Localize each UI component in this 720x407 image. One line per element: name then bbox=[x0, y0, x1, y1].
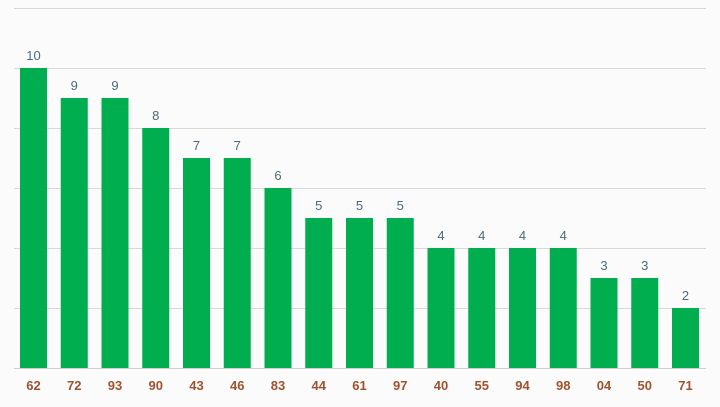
category-label: 44 bbox=[312, 378, 327, 393]
category-label: 98 bbox=[556, 378, 570, 393]
value-label: 4 bbox=[478, 228, 485, 243]
category-label: 04 bbox=[597, 378, 612, 393]
bar-43 bbox=[183, 158, 210, 368]
bar-50 bbox=[631, 278, 659, 368]
category-label: 90 bbox=[149, 378, 163, 393]
value-label: 4 bbox=[519, 228, 526, 243]
bar-62 bbox=[20, 68, 47, 368]
bar-04 bbox=[590, 278, 618, 368]
value-label: 5 bbox=[397, 198, 404, 213]
category-label: 50 bbox=[638, 378, 652, 393]
bar-83 bbox=[264, 188, 292, 368]
value-label: 7 bbox=[193, 138, 200, 153]
bar-97 bbox=[386, 218, 414, 368]
category-label: 72 bbox=[67, 378, 81, 393]
value-label: 9 bbox=[111, 78, 118, 93]
bars bbox=[20, 68, 699, 368]
bar-61 bbox=[346, 218, 373, 368]
value-label: 3 bbox=[641, 258, 648, 273]
value-label: 9 bbox=[71, 78, 78, 93]
value-label: 7 bbox=[234, 138, 241, 153]
bar-71 bbox=[672, 308, 699, 368]
bar-98 bbox=[549, 248, 577, 368]
category-label: 94 bbox=[515, 378, 530, 393]
value-label: 2 bbox=[682, 288, 689, 303]
category-label: 55 bbox=[475, 378, 489, 393]
value-label: 3 bbox=[600, 258, 607, 273]
category-label: 62 bbox=[26, 378, 40, 393]
category-labels: 62 72 93 90 43 46 83 44 61 97 40 55 94 98 04 50 71 bbox=[26, 378, 692, 393]
bar-93 bbox=[101, 98, 129, 368]
value-label: 6 bbox=[274, 168, 281, 183]
value-label: 5 bbox=[315, 198, 322, 213]
value-labels: 10 9 9 8 7 7 6 5 5 5 4 4 4 4 3 3 2 bbox=[26, 48, 689, 303]
bar-44 bbox=[305, 218, 333, 368]
category-label: 43 bbox=[189, 378, 203, 393]
value-label: 10 bbox=[26, 48, 40, 63]
category-label: 40 bbox=[434, 378, 448, 393]
bar-40 bbox=[427, 248, 455, 368]
value-label: 4 bbox=[437, 228, 444, 243]
value-label: 4 bbox=[560, 228, 567, 243]
bar-94 bbox=[509, 248, 536, 368]
category-label: 61 bbox=[352, 378, 366, 393]
category-label: 83 bbox=[271, 378, 285, 393]
bar-90 bbox=[142, 128, 170, 368]
category-label: 71 bbox=[678, 378, 692, 393]
bar-46 bbox=[223, 158, 251, 368]
value-label: 8 bbox=[152, 108, 159, 123]
bar-72 bbox=[60, 98, 88, 368]
category-label: 46 bbox=[230, 378, 244, 393]
category-label: 97 bbox=[393, 378, 407, 393]
category-label: 93 bbox=[108, 378, 122, 393]
bar-55 bbox=[468, 248, 496, 368]
value-label: 5 bbox=[356, 198, 363, 213]
